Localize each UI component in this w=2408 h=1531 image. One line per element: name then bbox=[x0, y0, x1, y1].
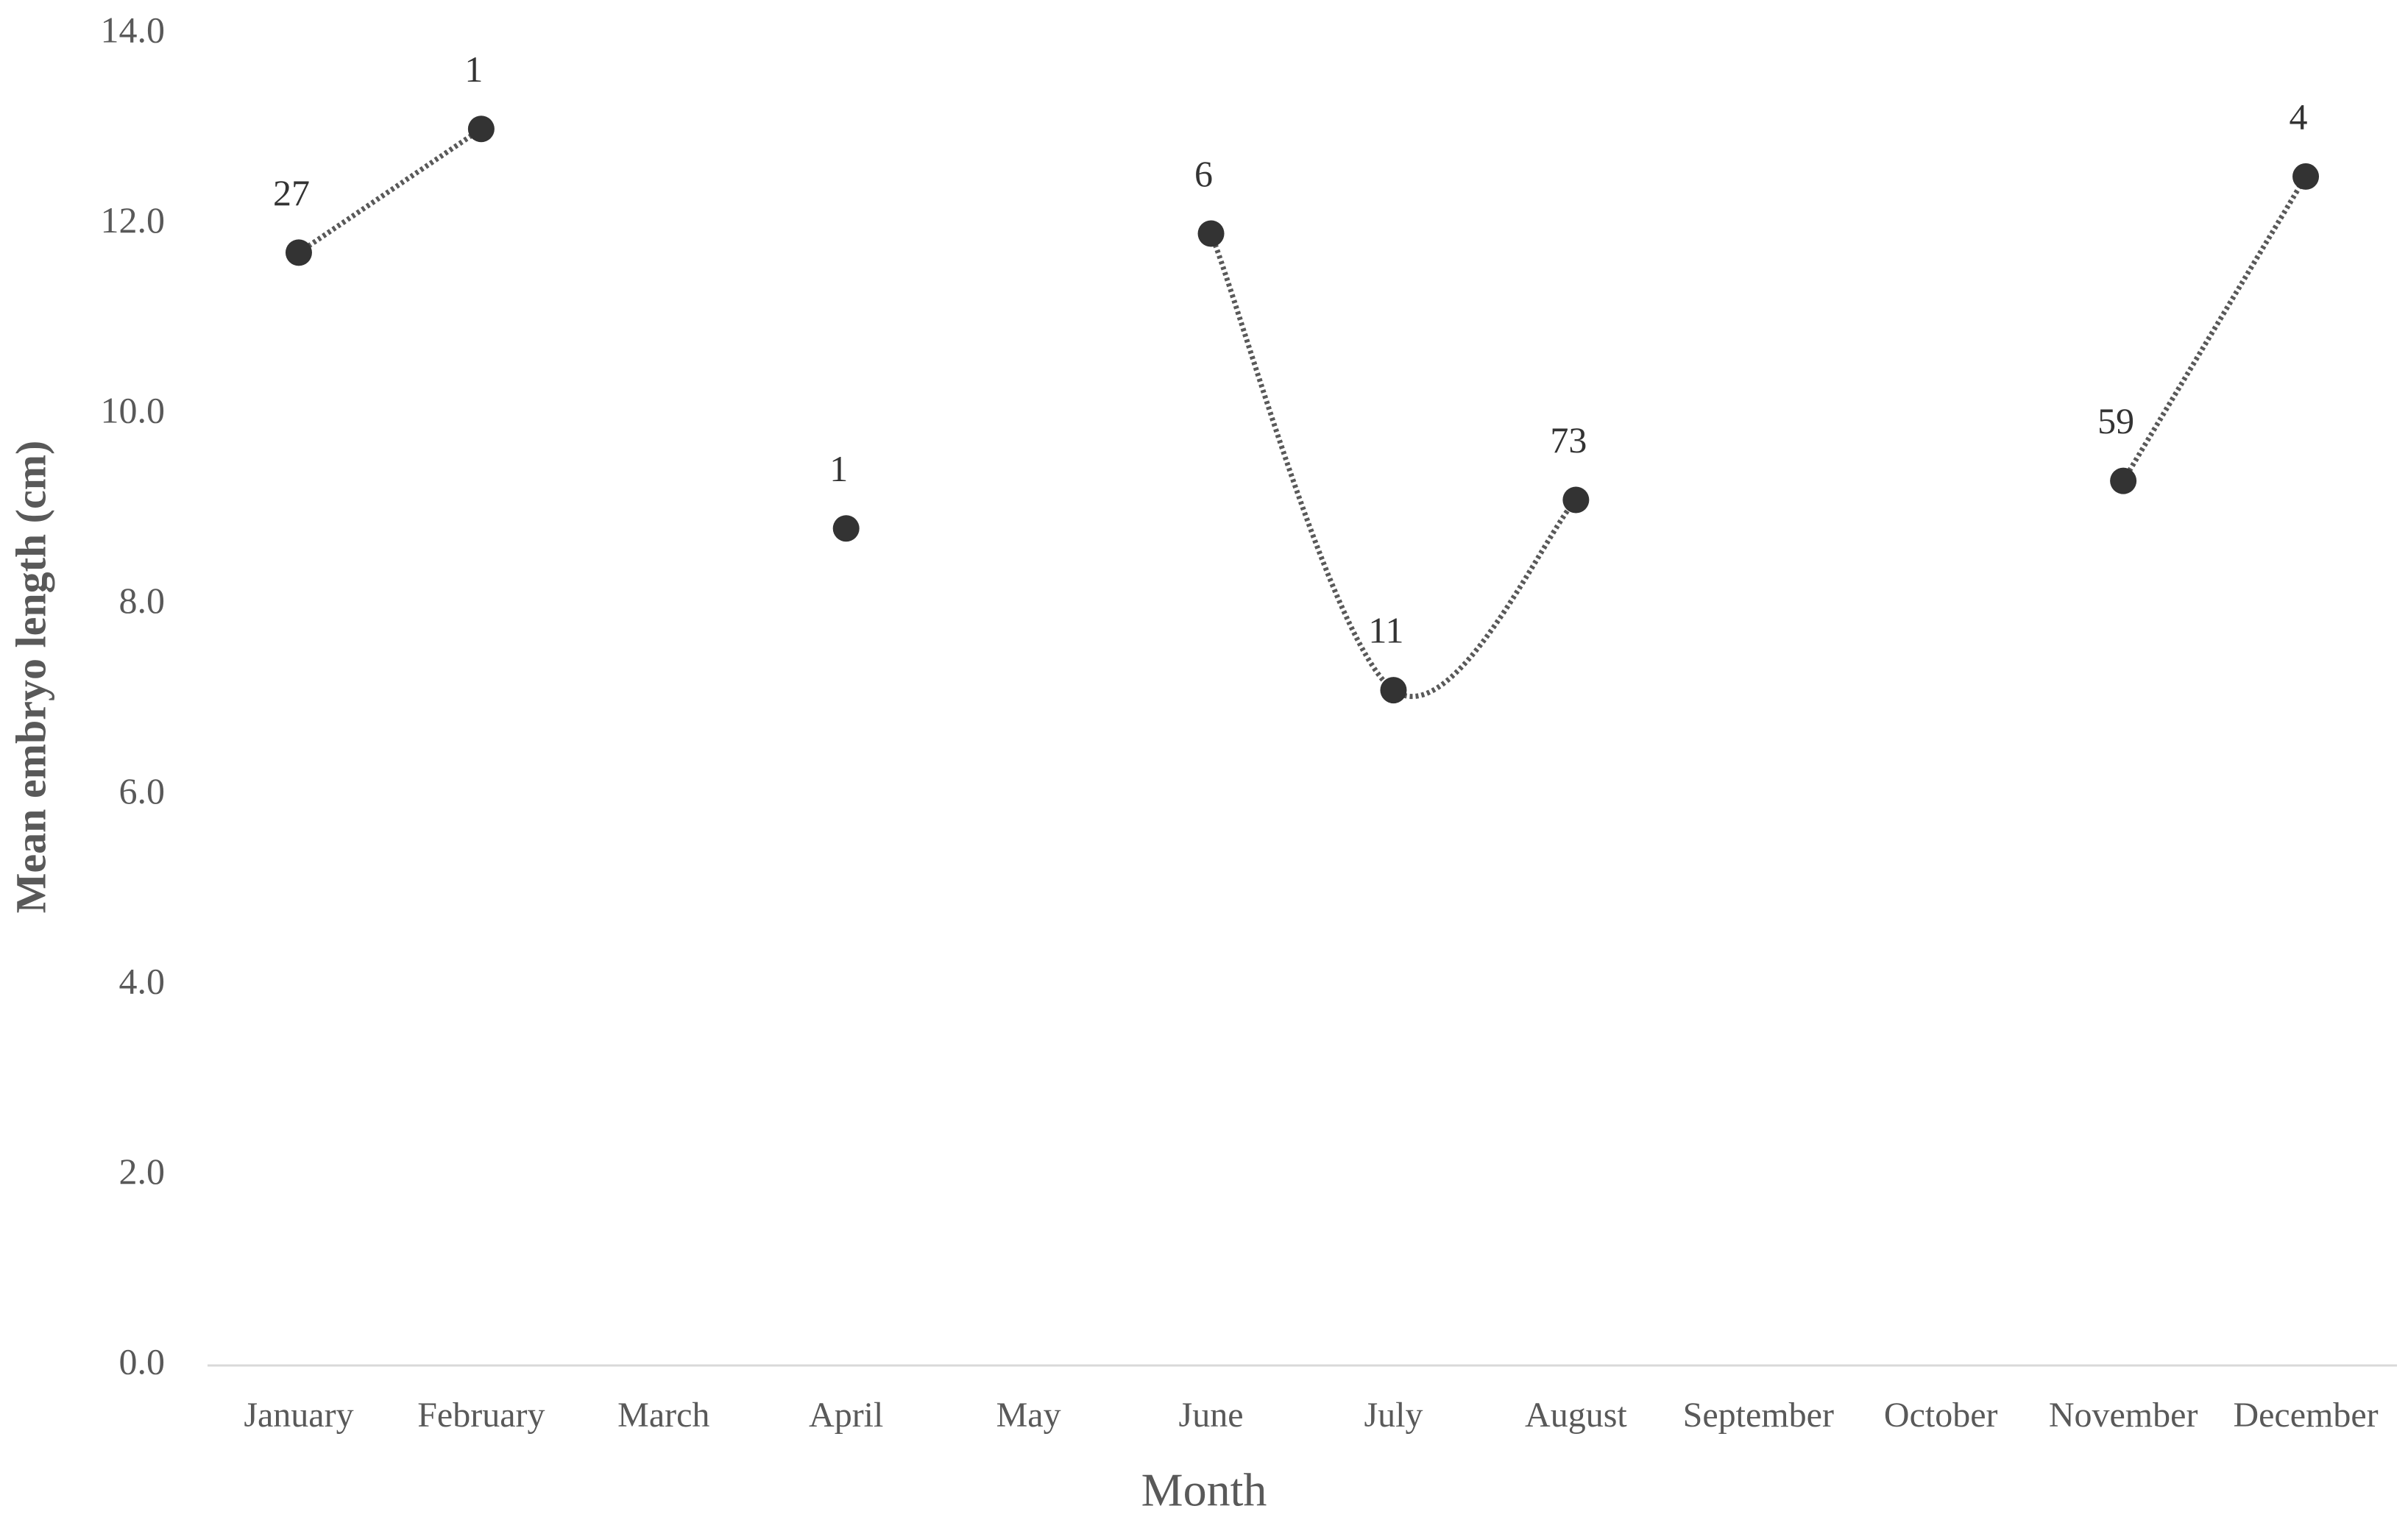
y-tick-label: 0.0 bbox=[119, 1340, 166, 1382]
x-tick-label: May bbox=[996, 1396, 1061, 1435]
y-tick-label: 8.0 bbox=[119, 580, 166, 621]
sample-size-label: 4 bbox=[2290, 96, 2308, 137]
data-point bbox=[285, 239, 312, 266]
sample-size-label: 73 bbox=[1550, 419, 1587, 461]
x-tick-label: August bbox=[1525, 1396, 1627, 1435]
sample-size-label: 59 bbox=[2097, 400, 2134, 441]
data-point bbox=[1380, 677, 1407, 704]
data-point bbox=[467, 116, 495, 143]
y-tick-label: 12.0 bbox=[101, 199, 166, 241]
y-tick-label: 4.0 bbox=[119, 960, 166, 1001]
sample-size-label: 1 bbox=[829, 448, 848, 489]
sample-size-label: 6 bbox=[1194, 153, 1213, 194]
x-tick-label: September bbox=[1683, 1396, 1834, 1435]
x-tick-label: July bbox=[1364, 1396, 1423, 1435]
data-point bbox=[1197, 220, 1225, 247]
y-tick-label: 10.0 bbox=[101, 390, 166, 431]
data-point bbox=[1562, 486, 1590, 514]
data-point bbox=[2110, 467, 2137, 494]
y-tick-label: 6.0 bbox=[119, 770, 166, 811]
x-tick-label: February bbox=[417, 1396, 545, 1435]
y-axis-title: Mean embryo length (cm) bbox=[7, 441, 54, 914]
y-tick-label: 14.0 bbox=[101, 9, 166, 50]
x-tick-label: November bbox=[2049, 1396, 2198, 1435]
x-tick-label: March bbox=[617, 1396, 709, 1435]
data-point bbox=[2292, 163, 2320, 190]
data-point bbox=[832, 515, 860, 542]
x-axis-title: Month bbox=[1141, 1464, 1267, 1516]
x-tick-label: June bbox=[1179, 1396, 1244, 1435]
sample-size-label: 27 bbox=[273, 172, 310, 213]
x-tick-label: April bbox=[809, 1396, 883, 1435]
y-tick-label: 2.0 bbox=[119, 1151, 166, 1192]
x-tick-label: October bbox=[1884, 1396, 1998, 1435]
x-tick-label: January bbox=[244, 1396, 353, 1435]
x-tick-label: December bbox=[2233, 1396, 2378, 1435]
sample-size-label: 11 bbox=[1368, 610, 1403, 651]
sample-size-label: 1 bbox=[464, 49, 483, 90]
series-line bbox=[297, 127, 2309, 700]
